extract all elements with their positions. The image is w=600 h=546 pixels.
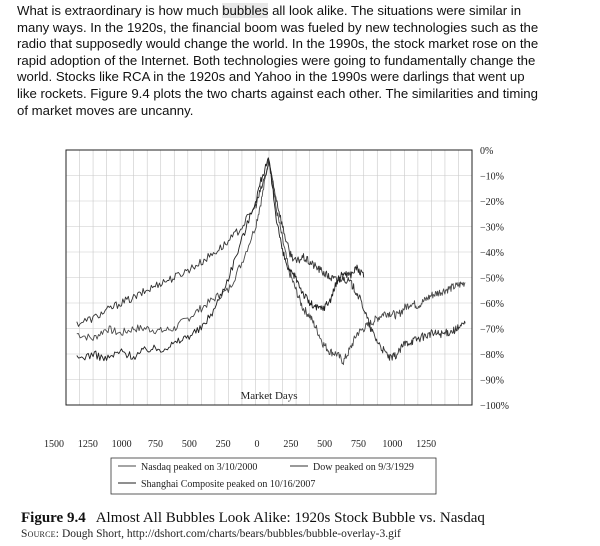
series-line-2 [76,160,466,361]
y-tick-label: −10% [480,172,504,183]
para-line-1-start: What is extraordinary is how much [17,3,223,18]
x-tick-label: 750 [351,439,366,450]
source-text: Dough Short, http://dshort.com/charts/be… [59,528,401,540]
legend-entry: Nasdaq peaked on 3/10/2000 [141,462,257,473]
source-label: Source: [21,528,60,540]
series-line-3 [76,157,365,362]
x-tick-labels: 1500 1250 1000 750 500 250 0 250 500 750 1000 1250 [44,439,436,450]
body-paragraph: What is extraordinary is how much bubble… [17,3,589,119]
y-tick-label: −100% [480,401,509,412]
legend-entry: Shanghai Composite peaked on 10/16/2007 [141,479,315,490]
para-line-3: radio that supposedly would change the w… [17,36,539,52]
para-line-1-end: all look alike. The situations were simi… [268,3,522,18]
para-line-4: rapid adoption of the Internet. Both tec… [17,52,536,68]
series-layer [76,157,466,366]
figure-title: Almost All Bubbles Look Alike: 1920s Sto… [95,510,485,526]
highlighted-word: bubbles [222,3,269,18]
y-tick-label: −80% [480,350,504,361]
para-line-5: world. Stocks like RCA in the 1920s and … [17,69,525,85]
y-tick-label: −20% [480,197,504,208]
chart-legend: Nasdaq peaked on 3/10/2000 Dow peaked on … [110,457,437,495]
legend-entry: Dow peaked on 9/3/1929 [313,462,414,473]
figure-caption: Figure 9.4 Almost All Bubbles Look Alike:… [21,510,596,527]
x-tick-label: 1500 [44,439,64,450]
x-tick-label: 1000 [382,439,402,450]
series-line-1 [76,157,466,366]
figure-chart: 0% −10% −20% −30% −40% −50% −60% −70% −80% −90% −1… [0,140,600,500]
y-tick-label: 0% [480,146,493,157]
x-tick-label: 250 [283,439,298,450]
x-tick-label: 1250 [416,439,436,450]
para-line-2: many ways. In the 1920s, the financial b… [17,19,539,35]
figure-number: Figure 9.4 [21,510,86,526]
figure-source: Source: Dough Short, http://dshort.com/c… [21,528,596,540]
legend-box [110,457,437,495]
y-tick-label: −60% [480,299,504,310]
x-tick-label: 750 [148,439,163,450]
x-tick-label: 250 [216,439,231,450]
plot-frame [65,149,473,406]
para-line-1: What is extraordinary is how much bubble… [17,3,521,18]
para-line-6: like rockets. Figure 9.4 plots the two c… [17,85,538,101]
x-tick-label: 1000 [112,439,132,450]
x-tick-label: 1250 [78,439,98,450]
x-axis-label: Market Days [240,390,297,402]
y-tick-label: −70% [480,325,504,336]
chart-grid [65,149,473,406]
y-tick-label: −30% [480,223,504,234]
y-tick-label: −50% [480,274,504,285]
y-tick-label: −40% [480,248,504,259]
para-line-7: of market moves are uncanny. [17,102,194,118]
x-tick-label: 0 [255,439,260,450]
chart-svg: 0% −10% −20% −30% −40% −50% −60% −70% −80% −90% −1… [44,146,509,495]
y-tick-label: −90% [480,376,504,387]
x-tick-label: 500 [182,439,197,450]
y-tick-labels: 0% −10% −20% −30% −40% −50% −60% −70% −80% −90% −1… [480,146,509,412]
x-tick-label: 500 [317,439,332,450]
